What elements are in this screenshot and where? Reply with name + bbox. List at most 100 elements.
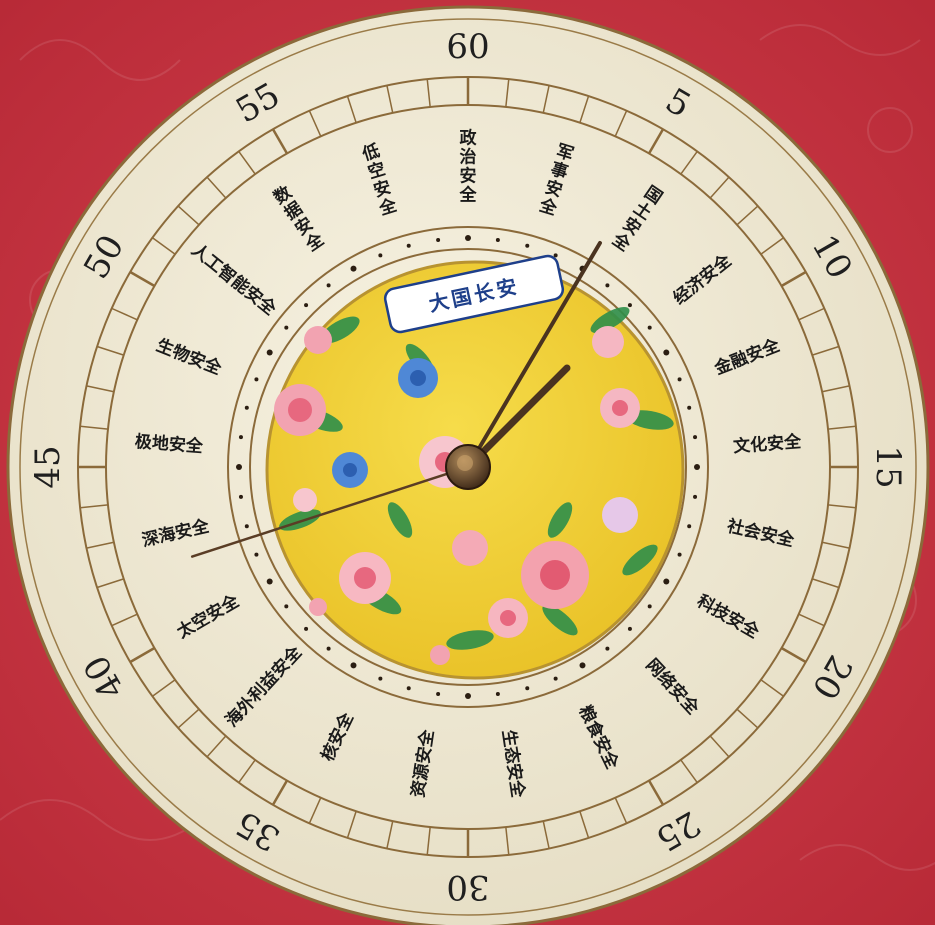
minute-tick xyxy=(386,820,394,849)
ring-dot xyxy=(693,494,698,499)
ring-dot xyxy=(553,676,558,681)
minute-tick xyxy=(798,307,825,321)
minute-tick xyxy=(152,679,176,697)
ring-dot xyxy=(525,686,530,691)
minute-tick xyxy=(647,779,665,806)
ring-dot xyxy=(304,626,309,631)
clock-hands xyxy=(190,240,602,558)
minute-tick xyxy=(129,646,156,664)
ring-dot xyxy=(326,646,331,651)
minute-tick xyxy=(812,578,840,589)
minute-tick xyxy=(206,735,227,758)
ring-dot xyxy=(378,676,383,681)
ring-dot xyxy=(677,552,682,557)
minute-tick xyxy=(760,237,784,255)
minute-tick xyxy=(346,811,357,839)
minute-tick xyxy=(386,85,394,114)
category-ring-inner xyxy=(227,226,709,708)
minute-tick xyxy=(238,759,256,783)
outer-dial-inner-rim xyxy=(19,18,917,916)
minute-tick xyxy=(680,151,698,175)
minute-tick xyxy=(827,425,856,430)
ring-dot xyxy=(627,303,632,308)
minute-tick xyxy=(736,708,759,729)
ring-dot xyxy=(553,253,558,258)
ring-dot xyxy=(266,578,273,585)
ring-dot xyxy=(663,349,670,356)
ring-dot xyxy=(284,325,289,330)
minute-number: 15 xyxy=(868,445,908,488)
minute-tick xyxy=(346,95,357,123)
minute-tick xyxy=(780,270,807,288)
security-category-label: 政治安全 xyxy=(459,128,478,206)
minute-tick xyxy=(780,646,807,664)
minute-tick xyxy=(736,205,759,226)
minute-tick xyxy=(760,679,784,697)
minute-tick xyxy=(96,345,124,356)
minute-tick xyxy=(206,176,227,199)
minute-tick xyxy=(177,708,200,729)
minute-tick xyxy=(426,826,431,855)
minute-tick xyxy=(505,826,510,855)
security-category-label: 低空安全 xyxy=(359,140,400,220)
minute-tick xyxy=(96,578,124,589)
ring-dot xyxy=(266,349,273,356)
ring-dot xyxy=(350,265,357,272)
hour-dots xyxy=(236,235,700,699)
ring-dot xyxy=(284,604,289,609)
ring-dot xyxy=(694,464,700,470)
minute-tick xyxy=(426,79,431,108)
minute-tick xyxy=(271,779,289,806)
ring-dot xyxy=(254,552,259,557)
ring-dot xyxy=(304,303,309,308)
ring-dot xyxy=(687,524,692,529)
minute-tick xyxy=(80,425,109,430)
security-category-label: 文化安全 xyxy=(732,431,802,457)
title-badge: 大国长安 xyxy=(383,254,565,334)
minute-tick xyxy=(614,797,628,824)
minute-tick xyxy=(827,504,856,509)
minute-tick xyxy=(614,110,628,137)
minute-tick xyxy=(709,176,730,199)
minute-tick xyxy=(647,128,665,155)
minute-tick xyxy=(152,237,176,255)
ring-dot xyxy=(495,237,500,242)
ring-dot xyxy=(647,604,652,609)
second-hand xyxy=(190,459,489,558)
ring-dot xyxy=(378,253,383,258)
ring-dot xyxy=(465,235,471,241)
minute-tick xyxy=(271,128,289,155)
minute-tick xyxy=(505,79,510,108)
ring-dot xyxy=(627,626,632,631)
ring-dot xyxy=(605,283,610,288)
minute-tick xyxy=(308,110,322,137)
ring-dot xyxy=(238,494,243,499)
ring-dot xyxy=(236,464,242,470)
dot-ring-inner xyxy=(249,248,687,686)
minute-tick xyxy=(111,613,138,627)
ring-dot xyxy=(406,686,411,691)
ring-dot xyxy=(579,662,586,669)
hour-hand xyxy=(464,364,571,471)
ring-dot xyxy=(244,405,249,410)
minute-tick xyxy=(542,820,550,849)
minute-tick xyxy=(812,345,840,356)
clock-hub-cap xyxy=(457,455,473,471)
ring-dot xyxy=(677,377,682,382)
ring-dot xyxy=(326,283,331,288)
ring-dot xyxy=(436,692,441,697)
minute-tick xyxy=(129,270,156,288)
minute-number: 60 xyxy=(446,27,489,67)
ring-dot xyxy=(647,325,652,330)
ring-dot xyxy=(605,646,610,651)
minute-tick xyxy=(821,541,850,549)
ring-dot xyxy=(436,237,441,242)
minute-tick xyxy=(238,151,256,175)
minute-tick xyxy=(680,759,698,783)
minute-tick xyxy=(86,385,115,393)
minute-ticks xyxy=(78,77,858,857)
ring-dot xyxy=(244,524,249,529)
ring-dot xyxy=(495,692,500,697)
minute-tick xyxy=(579,811,590,839)
